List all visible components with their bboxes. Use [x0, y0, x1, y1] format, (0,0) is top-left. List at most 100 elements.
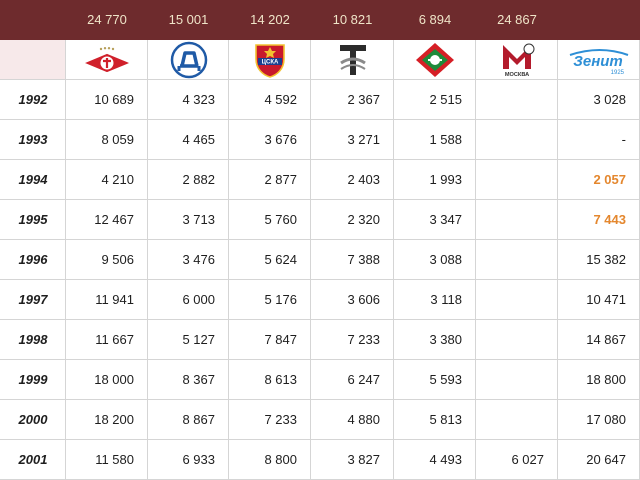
table-row: 1998 11 667 5 127 7 847 7 233 3 380 14 867 [0, 320, 640, 360]
table-cell [0, 80, 66, 120]
table-cell [0, 360, 66, 400]
zenit-logo-svg: Зенит 1925 [569, 49, 629, 76]
table-cell [476, 120, 558, 160]
year-label: 1998 [18, 332, 48, 347]
table-cell [311, 80, 394, 120]
attendance-value: 7 233 [264, 412, 297, 427]
attendance-value: 18 000 [94, 372, 134, 387]
table-cell [148, 200, 229, 240]
attendance-value: 7 388 [347, 252, 380, 267]
table-cell [66, 80, 148, 120]
svg-text:1925: 1925 [611, 70, 625, 76]
year-label: 1995 [18, 212, 48, 227]
attendance-value [476, 200, 544, 240]
table-cell [476, 160, 558, 200]
attendance-value: 6 933 [182, 452, 215, 467]
attendance-value: 2 877 [264, 172, 297, 187]
attendance-value: 1 588 [429, 132, 462, 147]
table-cell [66, 120, 148, 160]
table-cell [311, 400, 394, 440]
table-cell [394, 400, 476, 440]
table-row: 1996 9 506 3 476 5 624 7 388 3 088 15 382 [0, 240, 640, 280]
attendance-value: 3 271 [347, 132, 380, 147]
table-cell [148, 80, 229, 120]
club-header-cell [311, 40, 394, 80]
cska-logo-svg: ЦСКА [255, 44, 285, 78]
attendance-value: 17 080 [586, 412, 626, 427]
table-cell [394, 280, 476, 320]
table-row: 1997 11 941 6 000 5 176 3 606 3 118 10 471 [0, 280, 640, 320]
year-label: 2001 [18, 452, 48, 467]
table-cell [0, 120, 66, 160]
attendance-value: 3 606 [347, 292, 380, 307]
capacity-label-2: 15 001 [168, 12, 209, 27]
table-cell [229, 240, 311, 280]
capacity-label-7 [558, 0, 640, 40]
table-cell [394, 240, 476, 280]
attendance-value: 2 367 [347, 92, 380, 107]
attendance-value: - [621, 132, 626, 147]
moskva-logo-icon: МОСКВА [476, 40, 558, 80]
table-cell [394, 320, 476, 360]
attendance-table: ЦСКА МОСКВА Зенит 1925 1992 10 689 4 323 4 … [0, 40, 640, 480]
attendance-value: 5 760 [264, 212, 297, 227]
attendance-value: 2 320 [347, 212, 380, 227]
year-label: 1997 [18, 292, 48, 307]
attendance-value: 2 515 [429, 92, 462, 107]
table-cell [0, 400, 66, 440]
club-header-cell [66, 40, 148, 80]
table-cell [476, 200, 558, 240]
spartak-logo-svg [81, 47, 133, 74]
capacity-label-5: 6 894 [418, 12, 452, 27]
attendance-value: 15 382 [586, 252, 626, 267]
attendance-value: 20 647 [586, 452, 626, 467]
table-cell [0, 200, 66, 240]
table-cell [311, 120, 394, 160]
year-label: 1992 [18, 92, 48, 107]
table-row: 2001 11 580 6 933 8 800 3 827 4 493 6 027 20 64… [0, 440, 640, 480]
attendance-value: 8 367 [182, 372, 215, 387]
attendance-value [476, 360, 544, 400]
capacity-label-4: 10 821 [332, 12, 373, 27]
attendance-value [476, 280, 544, 320]
table-cell [394, 360, 476, 400]
attendance-value [476, 160, 544, 200]
table-cell [229, 160, 311, 200]
club-header-cell [394, 40, 476, 80]
attendance-value: 4 493 [429, 452, 462, 467]
table-cell [229, 360, 311, 400]
cska-logo-icon: ЦСКА [229, 40, 311, 80]
attendance-value: 5 127 [182, 332, 215, 347]
table-cell [311, 200, 394, 240]
spartak-logo-icon [66, 40, 148, 80]
table-cell [476, 320, 558, 360]
table-cell [0, 320, 66, 360]
attendance-value: 14 867 [586, 332, 626, 347]
attendance-value: 3 347 [429, 212, 462, 227]
attendance-value: 2 057 [593, 172, 626, 187]
table-cell [148, 360, 229, 400]
table-cell [66, 280, 148, 320]
attendance-value [476, 80, 544, 120]
dynamo-logo-svg [170, 41, 207, 79]
svg-text:Зенит: Зенит [573, 53, 623, 70]
table-cell [311, 280, 394, 320]
torpedo-logo-svg [339, 45, 366, 75]
table-cell [148, 280, 229, 320]
table-cell [66, 360, 148, 400]
table-cell [394, 120, 476, 160]
attendance-value: 10 471 [586, 292, 626, 307]
table-cell [0, 160, 66, 200]
attendance-value: 12 467 [94, 212, 134, 227]
attendance-value: 1 993 [429, 172, 462, 187]
attendance-value: 4 210 [101, 172, 134, 187]
table-cell [0, 280, 66, 320]
attendance-value: 18 200 [94, 412, 134, 427]
attendance-value: 10 689 [94, 92, 134, 107]
table-cell [229, 320, 311, 360]
year-label: 1993 [18, 132, 48, 147]
attendance-value: 4 592 [264, 92, 297, 107]
table-cell [148, 240, 229, 280]
attendance-value: 3 476 [182, 252, 215, 267]
